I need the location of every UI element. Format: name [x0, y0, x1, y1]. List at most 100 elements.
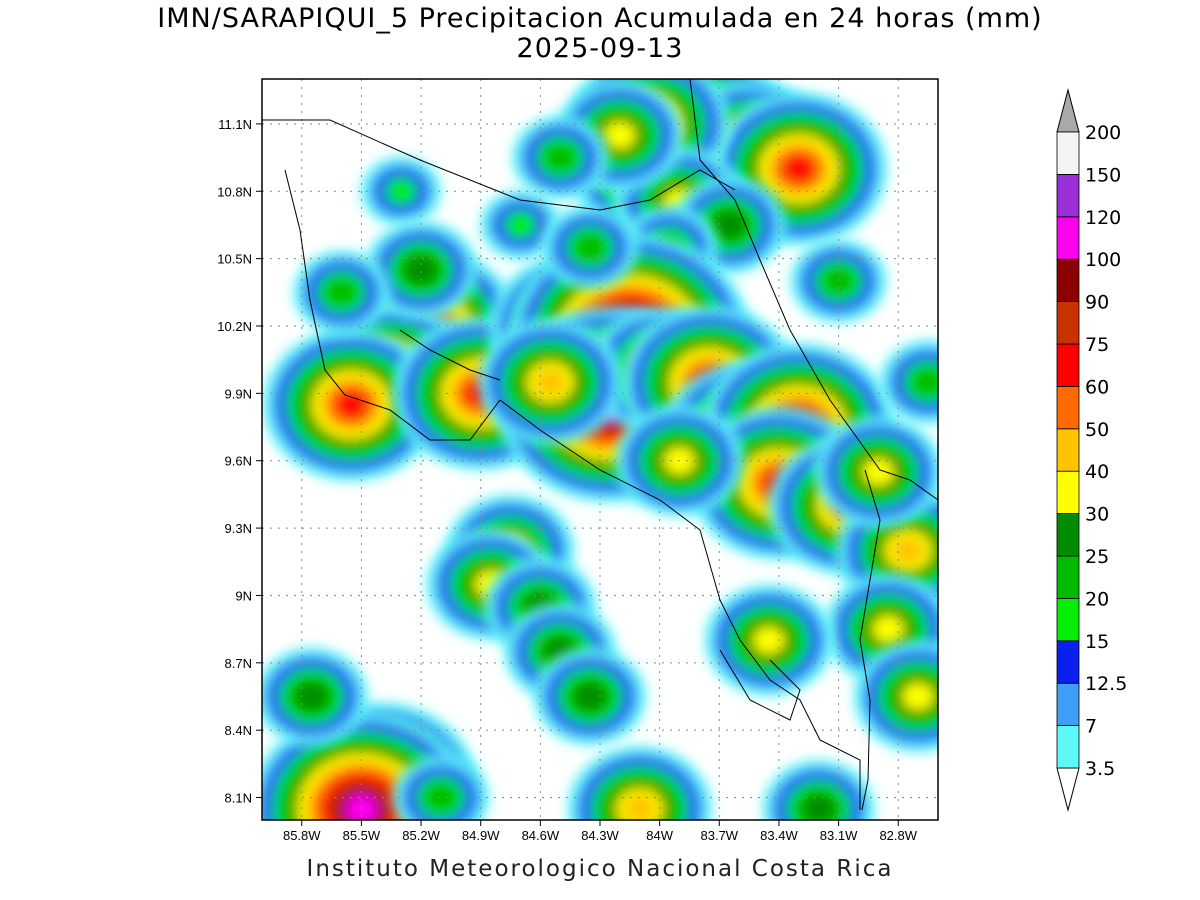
precip-contour: [623, 794, 656, 820]
precip-cell: [392, 755, 490, 820]
colorbar-label: 40: [1085, 461, 1109, 483]
colorbar-box: [1056, 598, 1080, 642]
lat-tick-label: 9.3N: [225, 521, 252, 536]
lat-tick-label: 9N: [235, 588, 252, 603]
colorbar-label: 15: [1085, 631, 1109, 653]
colorbar-box: [1056, 428, 1080, 472]
precip-contour: [603, 121, 636, 150]
colorbar-box: [1056, 343, 1080, 387]
colorbar-box: [1056, 555, 1080, 599]
precip-cell: [364, 220, 478, 319]
precip-cell: [879, 340, 938, 425]
colorbar: 3.5 7 12.5 15 20 25 30 40 50 60 75 90 100 120 150 200: [1056, 88, 1127, 812]
chart-title: IMN/SARAPIQUI_5 Precipitacion Acumulada …: [157, 3, 1043, 34]
nicoya-coast: [284, 169, 501, 441]
precip-cell: [704, 584, 834, 697]
lon-tick-label: 84.9W: [462, 828, 500, 843]
precip-contour: [424, 783, 458, 812]
lon-tick-label: 85.5W: [343, 828, 381, 843]
lon-tick-label: 85.8W: [283, 828, 321, 843]
precip-contour: [872, 615, 905, 644]
lat-tick-label: 8.1N: [225, 791, 252, 806]
colorbar-label: 100: [1085, 249, 1121, 271]
precip-contour: [335, 390, 368, 419]
osa-peninsula: [719, 649, 801, 721]
colorbar-lower-arrow: [1056, 767, 1080, 812]
precip-contour: [404, 255, 438, 284]
colorbar-box: [1056, 385, 1080, 430]
colorbar-box: [1056, 258, 1080, 303]
chart-date: 2025-09-13: [516, 33, 684, 64]
precip-contour: [902, 682, 935, 711]
colorbar-label: 50: [1085, 419, 1109, 441]
colorbar-box: [1056, 725, 1080, 769]
colorbar-label: 60: [1085, 376, 1109, 398]
colorbar-box: [1056, 301, 1080, 345]
precip-contour: [295, 682, 328, 711]
precip-cell: [533, 647, 647, 746]
lon-tick-label: 82.8W: [879, 828, 917, 843]
colorbar-box: [1056, 470, 1080, 515]
precip-cell: [360, 156, 442, 227]
precip-cell: [790, 239, 887, 324]
lat-tick-label: 10.8N: [217, 184, 252, 199]
precip-cell: [262, 327, 441, 482]
colorbar-box: [1056, 173, 1080, 218]
lat-tick-label: 10.2N: [217, 319, 252, 334]
precip-cell: [477, 319, 623, 446]
precip-cell: [567, 745, 713, 820]
grid-lines: [262, 79, 938, 820]
precip-contour: [544, 143, 577, 172]
precip-contour: [752, 626, 786, 655]
colorbar-label: 20: [1085, 588, 1109, 610]
colorbar-label: 120: [1085, 207, 1121, 229]
precip-cell: [853, 640, 938, 753]
precip-cell: [813, 415, 938, 528]
colorbar-label: 25: [1085, 546, 1109, 568]
coastlines: [262, 79, 938, 811]
colorbar-label: 3.5: [1085, 758, 1115, 780]
lon-tick-label: 83.7W: [701, 828, 739, 843]
precip-cell: [293, 250, 390, 335]
precip-contour: [782, 154, 815, 183]
colorbar-label: 30: [1085, 504, 1109, 526]
precip-field: [262, 79, 938, 820]
colorbar-label: 150: [1085, 164, 1121, 186]
panama-border: [859, 469, 881, 811]
colorbar-label: 12.5: [1085, 673, 1127, 695]
lon-tick-label: 84W: [646, 828, 673, 843]
lon-tick-label: 84.6W: [522, 828, 560, 843]
colorbar-label: 200: [1085, 122, 1121, 144]
precip-contour: [822, 267, 855, 296]
precip-contour: [325, 278, 358, 307]
latitude-labels: 11.1N 10.8N 10.5N 10.2N 9.9N 9.6N 9.3N 9N 8.7N 8.…: [217, 117, 262, 806]
pacific-coast: [499, 399, 861, 810]
colorbar-label: 90: [1085, 292, 1109, 314]
colorbar-label: 7: [1085, 716, 1097, 738]
precip-contour: [573, 682, 607, 711]
precip-cell: [511, 115, 609, 200]
colorbar-box: [1056, 682, 1080, 727]
colorbar-box: [1056, 640, 1080, 684]
footer-credit: Instituto Meteorologico Nacional Costa R…: [306, 856, 894, 882]
precip-cell: [262, 647, 369, 746]
lon-tick-label: 83.4W: [760, 828, 798, 843]
precip-contour: [713, 210, 746, 239]
colorbar-box: [1056, 216, 1080, 260]
lon-tick-label: 85.2W: [402, 828, 440, 843]
colorbar-box: [1056, 131, 1080, 175]
lat-tick-label: 8.4N: [225, 723, 252, 738]
caribbean-coast: [689, 79, 938, 501]
colorbar-label: 75: [1085, 334, 1109, 356]
precip-contour: [385, 177, 418, 206]
longitude-labels: 85.8W 85.5W 85.2W 84.9W 84.6W 84.3W 84W 83.7W 83…: [283, 820, 918, 843]
gulf-nicoya: [399, 329, 501, 381]
precip-contour: [504, 210, 537, 239]
nicaragua-border: [262, 119, 736, 211]
lon-tick-label: 83.1W: [820, 828, 858, 843]
lat-tick-label: 9.9N: [225, 386, 252, 401]
lat-tick-label: 10.5N: [217, 252, 252, 267]
colorbar-upper-arrow: [1056, 88, 1080, 133]
lat-tick-label: 9.6N: [225, 454, 252, 469]
